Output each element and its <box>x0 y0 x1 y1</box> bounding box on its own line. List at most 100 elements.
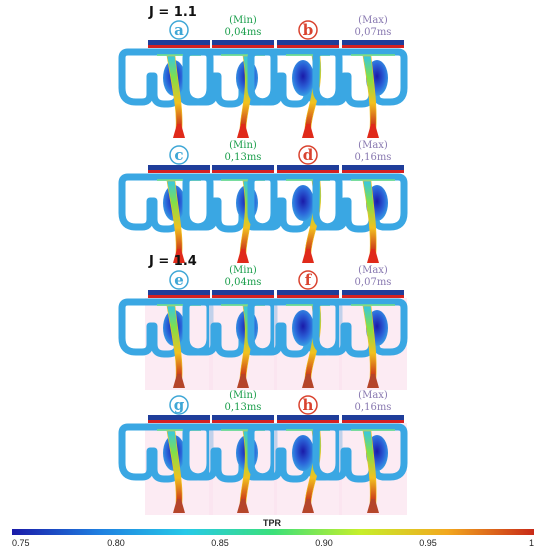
panel: (Max)0,07ms <box>312 15 408 138</box>
panel-letter: d <box>303 146 314 164</box>
panel: d <box>247 145 343 263</box>
cavity-wall <box>118 48 214 108</box>
cavity-wall <box>312 423 408 483</box>
nozzle <box>302 374 314 388</box>
panel-row: e(Min)0,04ms f(Max)0,07ms <box>118 265 408 390</box>
panel-time: 0,16ms <box>355 402 392 413</box>
vortex-core <box>292 310 314 346</box>
panel-time: 0,04ms <box>225 277 262 288</box>
nozzle <box>173 124 185 138</box>
nozzle <box>367 499 379 513</box>
nozzle <box>173 499 185 513</box>
inlet-bar-top <box>277 290 339 295</box>
inlet-bar-top <box>212 40 274 45</box>
panel-marker-circle <box>169 145 189 165</box>
nozzle <box>237 499 249 513</box>
panel-kind: (Min) <box>229 265 257 276</box>
inlet-bar-bottom <box>342 170 404 173</box>
inlet-bar-bottom <box>277 420 339 423</box>
panel-letter: c <box>174 146 183 164</box>
vortex-core <box>292 60 314 96</box>
panel-letter: f <box>305 271 313 289</box>
inlet-bar-top <box>212 165 274 170</box>
panel-kind: (Max) <box>358 265 388 276</box>
panel-time: 0,07ms <box>355 27 392 38</box>
inlet-bar-bottom <box>342 295 404 298</box>
inlet-bar-bottom <box>148 420 210 423</box>
panel-row: g(Min)0,13ms h(Max)0,16ms <box>118 390 408 515</box>
cavity-wall <box>247 48 343 108</box>
inlet-bar-top <box>277 40 339 45</box>
cavity-wall <box>182 48 278 108</box>
colorbar-tick-label: 0.75 <box>12 538 30 548</box>
colorbar-title: TPR <box>263 518 282 528</box>
inlet-bar-bottom <box>277 170 339 173</box>
nozzle <box>237 249 249 263</box>
colorbar-tick-label: 0.85 <box>211 538 229 548</box>
jet-stream <box>362 305 377 379</box>
cavity-wall <box>247 298 343 358</box>
inlet-bar-top <box>148 40 210 45</box>
nozzle <box>302 499 314 513</box>
inlet-bar-bottom <box>212 45 274 48</box>
panel: g <box>118 395 214 515</box>
panel: c <box>118 145 214 263</box>
colorbar-tick-label: 1 <box>529 538 534 548</box>
inlet-bar-top <box>212 290 274 295</box>
jet-stream <box>362 430 377 504</box>
jet-stream <box>362 55 377 129</box>
group: J = 1.1a(Min)0,04ms b(Max)0,07msc(Min)0,1… <box>118 5 408 263</box>
inlet-bar-top <box>148 415 210 420</box>
panel-time: 0,13ms <box>225 152 262 163</box>
jet-stream <box>166 180 183 254</box>
cavity-wall <box>182 173 278 233</box>
vortex-core <box>292 435 314 471</box>
panel-marker-circle <box>298 20 318 40</box>
panel-letter: h <box>303 396 314 414</box>
panel-kind: (Min) <box>229 15 257 26</box>
inlet-bar-top <box>342 290 404 295</box>
cavity-wall <box>312 48 408 108</box>
jet-stream <box>362 180 377 254</box>
cavity-wall <box>118 423 214 483</box>
group: J = 1.4e(Min)0,04ms f(Max)0,07msg(Min)0,1… <box>118 254 408 515</box>
inlet-bar-top <box>277 415 339 420</box>
panel: b <box>247 20 343 138</box>
vortex-core <box>292 185 314 221</box>
nozzle <box>173 249 185 263</box>
panel-letter: b <box>303 21 314 39</box>
colorbar-strip <box>12 529 534 535</box>
nozzle <box>173 374 185 388</box>
cavity-wall <box>118 173 214 233</box>
panel-letter: e <box>174 271 184 289</box>
inlet-bar-bottom <box>277 295 339 298</box>
inlet-bar-top <box>148 290 210 295</box>
cavity-wall <box>247 423 343 483</box>
panel-letter: a <box>174 21 184 39</box>
inlet-bar-bottom <box>342 420 404 423</box>
inlet-bar-bottom <box>148 295 210 298</box>
panel-time: 0,04ms <box>225 27 262 38</box>
panel-time: 0,07ms <box>355 277 392 288</box>
group-label: J = 1.4 <box>148 254 197 269</box>
panel: (Max)0,16ms <box>312 140 408 263</box>
panel-row: a(Min)0,04ms b(Max)0,07ms <box>118 15 408 138</box>
colorbar-tick-label: 0.95 <box>419 538 437 548</box>
panel-row: c (Min)0,13ms d(Max)0,16ms <box>118 140 408 263</box>
panel-marker-circle <box>298 395 318 415</box>
panel-marker-circle <box>298 270 318 290</box>
panel-marker-circle <box>169 270 189 290</box>
panel-kind: (Min) <box>229 390 257 401</box>
colorbar: TPR 0.75 0.80 0.85 0.90 0.95 1 <box>12 518 534 548</box>
panel: (Max)0,07ms <box>312 265 408 390</box>
panel-kind: (Max) <box>358 15 388 26</box>
nozzle <box>367 249 379 263</box>
panel-kind: (Min) <box>229 140 257 151</box>
panel-marker-circle <box>169 20 189 40</box>
panel-kind: (Max) <box>358 140 388 151</box>
inlet-bar-bottom <box>148 170 210 173</box>
nozzle <box>237 124 249 138</box>
panel-marker-circle <box>169 395 189 415</box>
inlet-bar-top <box>342 415 404 420</box>
panel-marker-circle <box>298 145 318 165</box>
